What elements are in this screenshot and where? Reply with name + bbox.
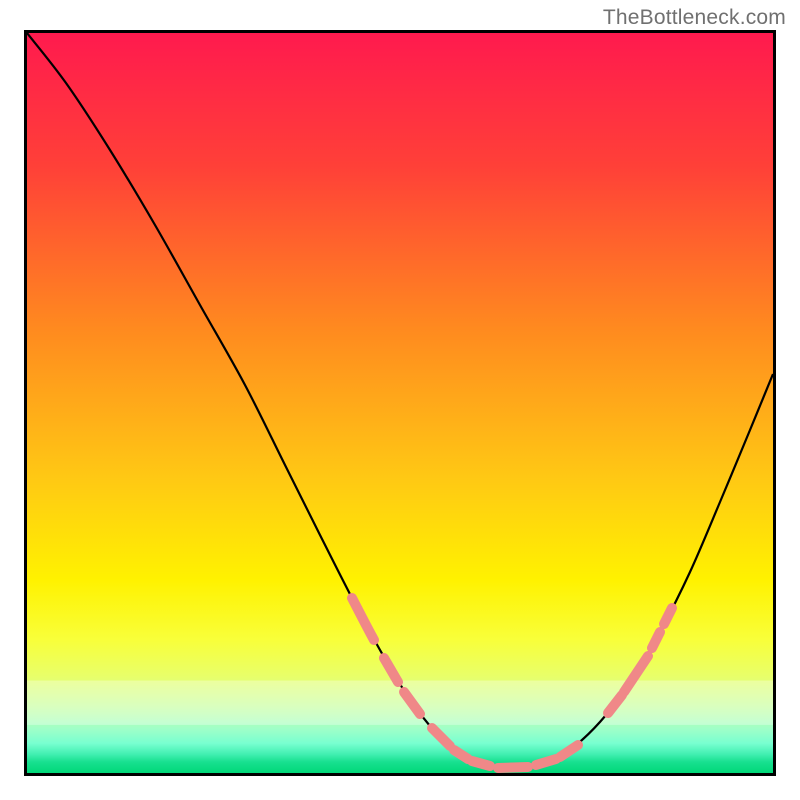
salmon-segment	[498, 767, 528, 768]
gradient-background	[27, 33, 773, 773]
salmon-segment	[536, 759, 556, 765]
pale-yellow-band	[27, 681, 773, 725]
chart-svg	[27, 33, 773, 773]
watermark-text: TheBottleneck.com	[603, 6, 786, 30]
salmon-segment	[472, 761, 490, 766]
